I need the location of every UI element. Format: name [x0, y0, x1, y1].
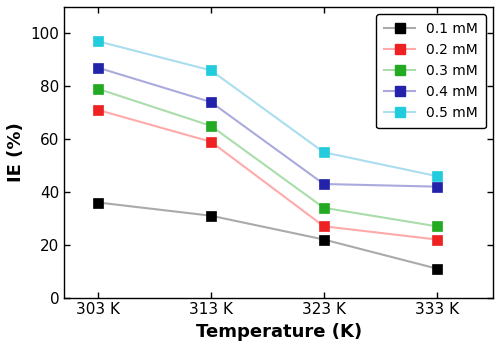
0.1 mM	[208, 214, 214, 218]
0.1 mM	[321, 237, 327, 242]
0.4 mM	[434, 184, 440, 189]
0.4 mM	[208, 100, 214, 104]
0.5 mM	[95, 39, 101, 44]
0.1 mM	[95, 200, 101, 205]
0.3 mM	[434, 224, 440, 228]
0.2 mM	[434, 237, 440, 242]
0.3 mM	[95, 87, 101, 91]
0.4 mM	[95, 66, 101, 70]
X-axis label: Temperature (K): Temperature (K)	[196, 323, 362, 341]
0.3 mM	[208, 124, 214, 128]
Legend: 0.1 mM, 0.2 mM, 0.3 mM, 0.4 mM, 0.5 mM: 0.1 mM, 0.2 mM, 0.3 mM, 0.4 mM, 0.5 mM	[376, 14, 486, 128]
Line: 0.4 mM: 0.4 mM	[93, 63, 442, 191]
Line: 0.5 mM: 0.5 mM	[93, 37, 442, 181]
0.5 mM	[434, 174, 440, 178]
0.2 mM	[95, 108, 101, 112]
0.2 mM	[208, 140, 214, 144]
0.3 mM	[321, 206, 327, 210]
0.2 mM	[321, 224, 327, 228]
Line: 0.2 mM: 0.2 mM	[93, 105, 442, 244]
Y-axis label: IE (%): IE (%)	[7, 122, 25, 182]
0.4 mM	[321, 182, 327, 186]
0.5 mM	[208, 68, 214, 72]
0.5 mM	[321, 150, 327, 155]
Line: 0.1 mM: 0.1 mM	[93, 198, 442, 274]
Line: 0.3 mM: 0.3 mM	[93, 84, 442, 231]
0.1 mM	[434, 267, 440, 271]
